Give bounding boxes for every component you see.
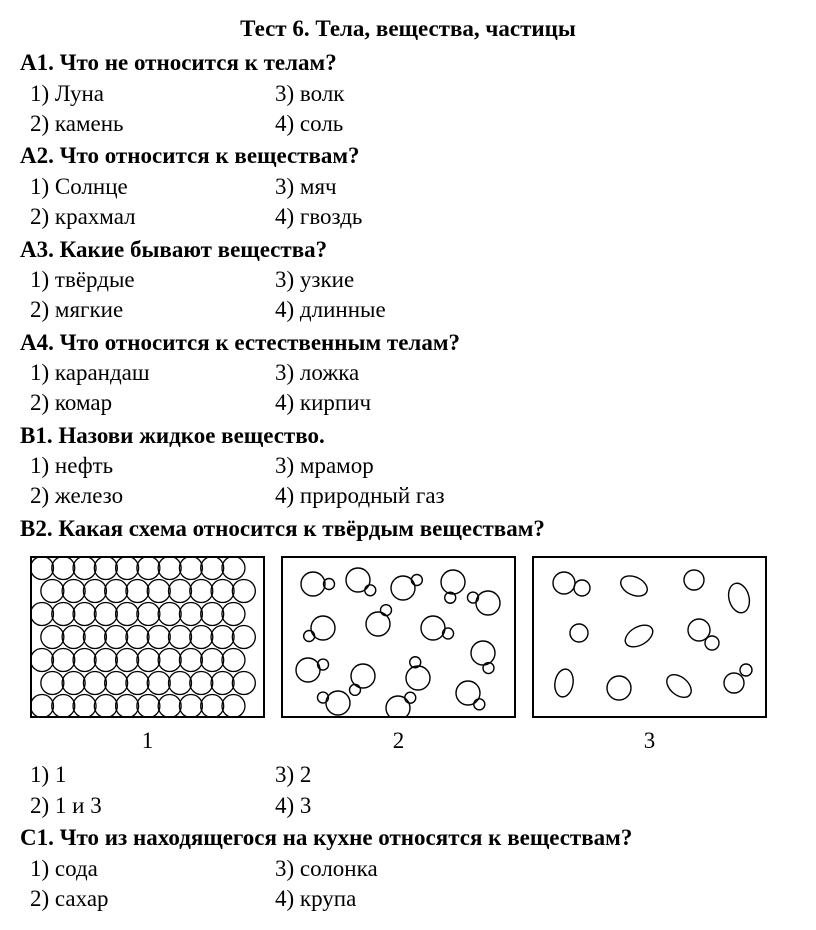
question-A1: А1. Что не относится к телам?1) Луна3) в… (20, 48, 796, 139)
answer-option[interactable]: 4) соль (275, 109, 796, 139)
answer-option[interactable]: 3) ложка (275, 358, 796, 388)
answer-option[interactable]: 2) железо (20, 481, 275, 511)
answer-option[interactable]: 1) твёрдые (20, 265, 275, 295)
answer-option[interactable]: 2) крахмал (20, 202, 275, 232)
answer-option[interactable]: 1) нефть (20, 451, 275, 481)
answer-option[interactable]: 3) мрамор (275, 451, 796, 481)
question-c1: С1. Что из находящегося на кухне относят… (20, 823, 796, 914)
gas-particles-icon (534, 558, 765, 716)
answer-option[interactable]: 4) 3 (275, 791, 796, 821)
diagram-label: 3 (644, 726, 656, 756)
answer-option[interactable]: 3) 2 (275, 760, 796, 790)
question-text: А1. Что не относится к телам? (20, 48, 796, 78)
diagram-label: 1 (142, 726, 154, 756)
question-A2: А2. Что относится к веществам?1) Солнце3… (20, 141, 796, 232)
question-text: А3. Какие бывают вещества? (20, 235, 796, 265)
answer-option[interactable]: 2) мягкие (20, 295, 275, 325)
answer-option[interactable]: 1) Солнце (20, 172, 275, 202)
answer-option[interactable]: 2) 1 и 3 (20, 791, 275, 821)
answer-option[interactable]: 2) камень (20, 109, 275, 139)
question-text: С1. Что из находящегося на кухне относят… (20, 823, 796, 853)
answer-option[interactable]: 3) волк (275, 79, 796, 109)
answer-option[interactable]: 3) мяч (275, 172, 796, 202)
answer-option[interactable]: 4) крупа (275, 884, 796, 914)
answer-option[interactable]: 4) длинные (275, 295, 796, 325)
question-text: А4. Что относится к естественным телам? (20, 328, 796, 358)
answer-option[interactable]: 2) комар (20, 388, 275, 418)
answer-option[interactable]: 4) кирпич (275, 388, 796, 418)
question-text: В1. Назови жидкое вещество. (20, 421, 796, 451)
diagram-liquid: 2 (281, 556, 516, 756)
answer-option[interactable]: 3) солонка (275, 854, 796, 884)
question-B1: В1. Назови жидкое вещество.1) нефть3) мр… (20, 421, 796, 512)
answer-option[interactable]: 2) сахар (20, 884, 275, 914)
answer-option[interactable]: 1) 1 (20, 760, 275, 790)
answer-option[interactable]: 1) сода (20, 854, 275, 884)
answer-option[interactable]: 3) узкие (275, 265, 796, 295)
answer-option[interactable]: 1) карандаш (20, 358, 275, 388)
test-title: Тест 6. Тела, вещества, частицы (20, 14, 796, 44)
diagram-row: 1 2 3 (20, 556, 796, 756)
diagram-solid: 1 (30, 556, 265, 756)
answer-option[interactable]: 4) гвоздь (275, 202, 796, 232)
question-A3: А3. Какие бывают вещества?1) твёрдые3) у… (20, 235, 796, 326)
answer-option[interactable]: 4) природный газ (275, 481, 796, 511)
answer-option[interactable]: 1) Луна (20, 79, 275, 109)
liquid-particles-icon (283, 558, 514, 716)
solid-particles-icon (32, 558, 263, 716)
question-text: В2. Какая схема относится к твёрдым веще… (20, 514, 796, 544)
question-A4: А4. Что относится к естественным телам?1… (20, 328, 796, 419)
question-b2: В2. Какая схема относится к твёрдым веще… (20, 514, 796, 821)
diagram-gas: 3 (532, 556, 767, 756)
diagram-label: 2 (393, 726, 405, 756)
question-text: А2. Что относится к веществам? (20, 141, 796, 171)
